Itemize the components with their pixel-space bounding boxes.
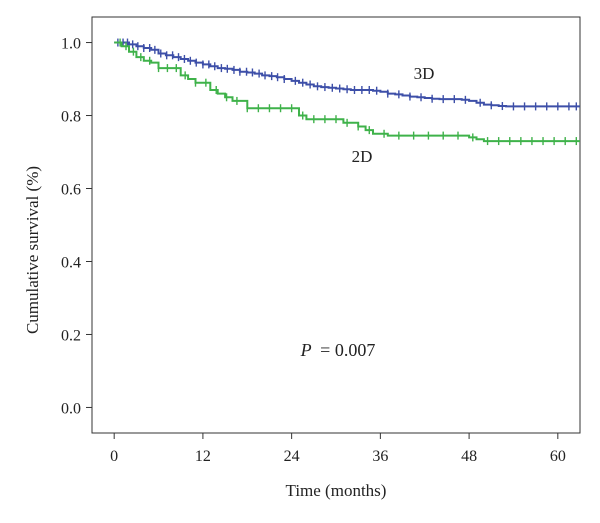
x-tick-label: 24 — [284, 448, 300, 465]
plot-area-frame — [91, 16, 581, 434]
x-axis-ticks: 0 12 24 36 48 60 — [110, 433, 566, 465]
p-value-annotation: P = 0.007 — [300, 340, 376, 360]
y-axis-ticks: 0.0 0.2 0.4 0.6 0.8 1.0 — [61, 36, 92, 417]
x-tick-label: 48 — [461, 448, 477, 465]
y-tick-label: 0.2 — [61, 327, 81, 344]
series-label-3d: 3D — [414, 64, 435, 83]
x-tick-label: 0 — [110, 448, 118, 465]
p-value-symbol: P — [300, 340, 312, 360]
y-tick-label: 0.0 — [61, 400, 81, 417]
y-tick-label: 0.4 — [61, 254, 81, 271]
p-value-text: = 0.007 — [320, 340, 375, 360]
x-axis-label: Time (months) — [286, 481, 387, 500]
x-tick-label: 12 — [195, 448, 211, 465]
x-tick-label: 60 — [550, 448, 566, 465]
x-tick-label: 36 — [372, 448, 388, 465]
y-tick-label: 0.8 — [61, 109, 81, 126]
y-axis-label: Cumulative survival (%) — [23, 166, 42, 334]
y-tick-label: 0.6 — [61, 182, 81, 199]
series-label-2d: 2D — [352, 147, 373, 166]
y-tick-label: 1.0 — [61, 36, 81, 53]
series-layer — [114, 38, 580, 146]
series-line-2d — [114, 41, 580, 143]
